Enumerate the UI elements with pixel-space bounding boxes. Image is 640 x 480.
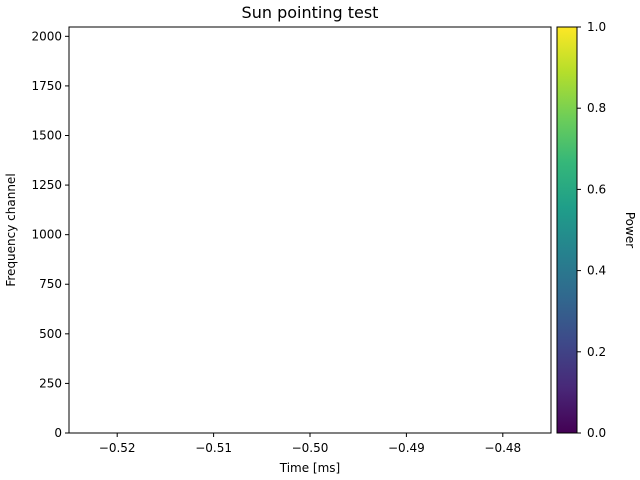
colorbar-ticks: 0.0 0.2 0.4 0.6 0.8 1.0 — [577, 20, 606, 440]
y-tick-label: 500 — [39, 327, 62, 341]
x-axis-label: Time [ms] — [279, 461, 341, 475]
colorbar — [557, 27, 577, 433]
y-axis-ticks: 0 250 500 750 1000 1250 1500 1750 2000 — [31, 29, 69, 440]
colorbar-tick-label: 1.0 — [587, 20, 606, 34]
y-tick-label: 1250 — [31, 178, 62, 192]
colorbar-tick-label: 0.8 — [587, 101, 606, 115]
x-tick-label: −0.52 — [99, 441, 136, 455]
colorbar-label: Power — [623, 212, 637, 248]
x-tick-label: −0.50 — [292, 441, 329, 455]
x-axis-ticks: −0.52 −0.51 −0.50 −0.49 −0.48 — [99, 433, 521, 455]
y-tick-label: 2000 — [31, 29, 62, 43]
colorbar-tick-label: 0.6 — [587, 182, 606, 196]
colorbar-tick-label: 0.2 — [587, 345, 606, 359]
y-tick-label: 1750 — [31, 79, 62, 93]
x-tick-label: −0.51 — [195, 441, 232, 455]
y-tick-label: 250 — [39, 376, 62, 390]
colorbar-tick-label: 0.4 — [587, 264, 606, 278]
y-axis-label: Frequency channel — [4, 173, 18, 286]
plot-area — [68, 26, 552, 434]
x-tick-label: −0.49 — [388, 441, 425, 455]
x-tick-label: −0.48 — [484, 441, 521, 455]
y-tick-label: 1500 — [31, 128, 62, 142]
chart-title: Sun pointing test — [242, 3, 379, 22]
colorbar-frame — [556, 26, 578, 434]
y-tick-label: 1000 — [31, 228, 62, 242]
y-tick-label: 750 — [39, 277, 62, 291]
colorbar-tick-label: 0.0 — [587, 426, 606, 440]
y-tick-label: 0 — [54, 426, 62, 440]
